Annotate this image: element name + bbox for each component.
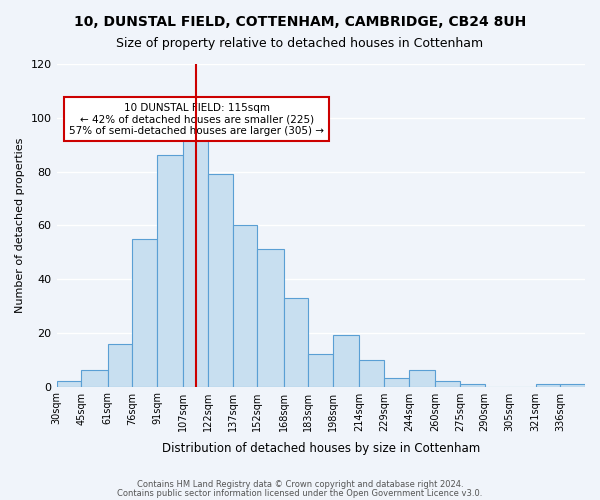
Text: Contains public sector information licensed under the Open Government Licence v3: Contains public sector information licen… (118, 488, 482, 498)
Text: Contains HM Land Registry data © Crown copyright and database right 2024.: Contains HM Land Registry data © Crown c… (137, 480, 463, 489)
Bar (157, 156, 184, 386)
X-axis label: Distribution of detached houses by size in Cottenham: Distribution of detached houses by size … (161, 442, 480, 455)
Bar (435, 381, 460, 386)
Bar (233, 226, 257, 386)
Text: 10 DUNSTAL FIELD: 115sqm
← 42% of detached houses are smaller (225)
57% of semi-: 10 DUNSTAL FIELD: 115sqm ← 42% of detach… (69, 102, 324, 136)
Bar (184, 123, 208, 386)
Bar (409, 370, 435, 386)
Bar (384, 378, 409, 386)
Bar (81, 370, 107, 386)
Bar (359, 360, 384, 386)
Bar (132, 238, 157, 386)
Bar (208, 174, 233, 386)
Bar (56, 381, 81, 386)
Bar (107, 344, 132, 386)
Bar (460, 384, 485, 386)
Text: 10, DUNSTAL FIELD, COTTENHAM, CAMBRIDGE, CB24 8UH: 10, DUNSTAL FIELD, COTTENHAM, CAMBRIDGE,… (74, 15, 526, 29)
Text: Size of property relative to detached houses in Cottenham: Size of property relative to detached ho… (116, 38, 484, 51)
Y-axis label: Number of detached properties: Number of detached properties (15, 138, 25, 313)
Bar (536, 384, 560, 386)
Bar (308, 354, 333, 386)
Bar (333, 336, 359, 386)
Bar (560, 384, 585, 386)
Bar (284, 298, 308, 386)
Bar (257, 250, 284, 386)
